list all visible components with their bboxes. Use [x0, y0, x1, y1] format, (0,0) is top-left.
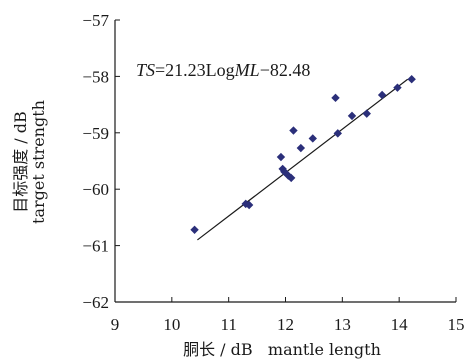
equation-part-1: =21.23Log — [155, 60, 235, 80]
y-axis-title: 目标强度 / dB target strength — [11, 100, 48, 224]
data-point — [244, 200, 254, 210]
data-point — [362, 109, 371, 118]
data-point — [296, 143, 306, 153]
data-point — [308, 134, 317, 143]
y-axis-ticks: −57 −58 −59 −60 −61 −62 — [82, 11, 120, 312]
data-point — [393, 83, 402, 92]
equation-ml: ML — [234, 60, 260, 80]
y-tick-label: −57 — [82, 11, 109, 30]
x-tick-label: 14 — [391, 315, 409, 334]
data-point — [190, 225, 199, 235]
data-point — [377, 90, 387, 100]
y-tick-label: −59 — [82, 124, 109, 143]
equation-ts: TS — [136, 60, 155, 80]
x-tick-label: 13 — [334, 315, 351, 334]
data-points — [190, 75, 416, 235]
y-tick-label: −58 — [82, 67, 109, 86]
data-point — [407, 75, 416, 84]
equation-part-2: −82.48 — [260, 60, 311, 80]
y-tick-label: −62 — [82, 293, 109, 312]
data-point — [333, 129, 342, 138]
data-point — [278, 164, 287, 174]
data-point — [347, 111, 357, 121]
x-tick-label: 9 — [111, 315, 120, 334]
y-axis-title-line-1: 目标强度 / dB — [11, 111, 30, 213]
data-point — [331, 93, 340, 103]
data-point — [289, 126, 298, 135]
data-point — [286, 173, 296, 183]
x-tick-label: 15 — [448, 315, 465, 334]
regression-equation: TS=21.23LogML−82.48 — [136, 60, 310, 80]
y-tick-label: −60 — [82, 180, 109, 199]
y-axis-title-line-2: target strength — [29, 100, 48, 224]
x-tick-label: 12 — [277, 315, 294, 334]
x-tick-label: 11 — [220, 315, 236, 334]
x-axis-ticks: 9 10 11 12 13 14 15 — [111, 297, 465, 334]
x-tick-label: 10 — [163, 315, 180, 334]
regression-line — [197, 78, 409, 241]
x-axis-title: 胴长 / dB mantle length — [183, 340, 381, 359]
y-tick-label: −61 — [82, 237, 109, 256]
data-point — [276, 152, 286, 162]
regression-line-group — [197, 78, 409, 241]
